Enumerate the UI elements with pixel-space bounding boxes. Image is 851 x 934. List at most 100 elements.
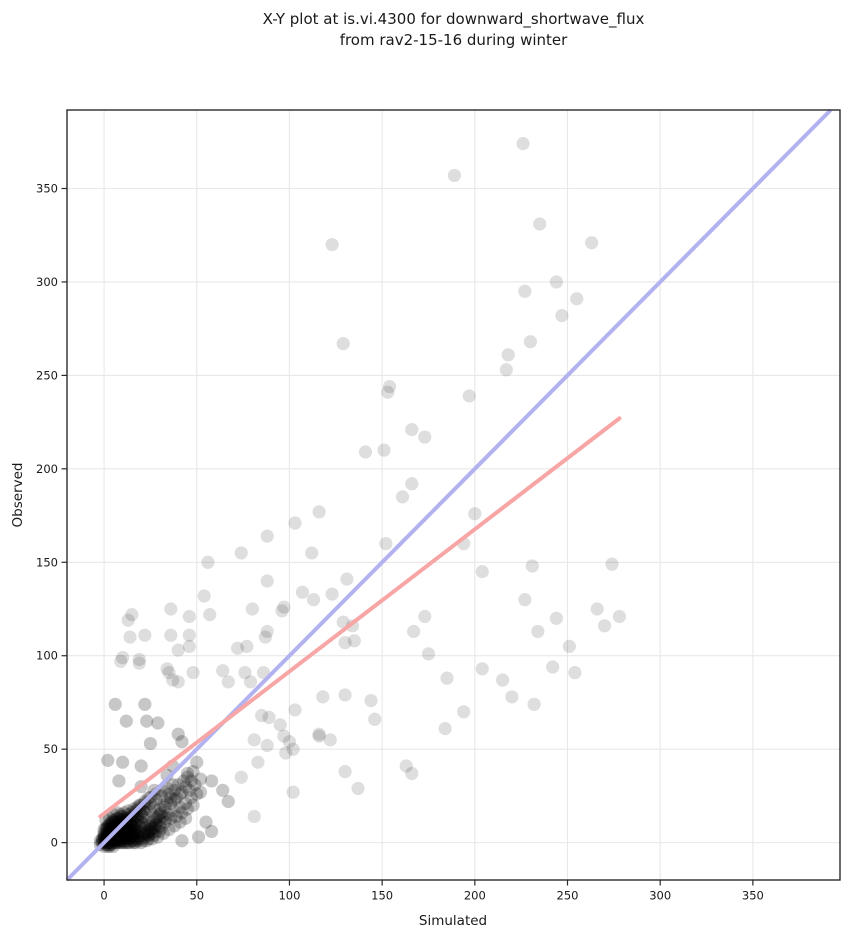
data-point — [162, 807, 176, 822]
data-point — [117, 832, 132, 846]
data-point — [149, 819, 163, 833]
data-point — [97, 839, 111, 853]
data-point — [140, 714, 154, 728]
x-axis-label: Simulated — [418, 913, 488, 929]
data-point — [405, 766, 419, 781]
data-point — [312, 729, 326, 743]
y-axis-label: Observed — [10, 462, 26, 528]
data-point — [117, 828, 132, 842]
data-point — [138, 821, 152, 835]
data-point — [110, 834, 124, 848]
data-point — [125, 828, 139, 842]
data-point — [162, 822, 176, 837]
y-tick-label: 250 — [36, 368, 58, 382]
data-point — [149, 787, 163, 801]
data-point — [130, 824, 145, 839]
data-point — [101, 753, 115, 767]
data-point — [160, 794, 174, 809]
data-point — [149, 811, 163, 825]
data-point — [140, 834, 154, 848]
data-point — [368, 712, 382, 726]
data-point — [605, 557, 619, 571]
data-point — [106, 839, 120, 853]
data-point — [164, 796, 178, 810]
data-point — [112, 824, 126, 839]
data-point — [141, 824, 156, 839]
data-point — [277, 600, 291, 614]
data-point — [121, 807, 135, 822]
data-point — [108, 813, 122, 827]
data-point — [531, 624, 545, 639]
data-point — [325, 237, 339, 252]
data-point — [128, 832, 143, 846]
data-point — [173, 800, 187, 814]
data-point — [612, 609, 627, 624]
data-point — [199, 815, 213, 829]
data-point — [182, 628, 196, 642]
data-point — [136, 828, 150, 842]
data-point — [438, 722, 452, 736]
data-point — [116, 834, 130, 848]
data-point — [171, 675, 185, 689]
data-point — [169, 791, 183, 805]
data-point — [136, 817, 150, 831]
data-point — [110, 819, 124, 833]
data-point — [156, 826, 170, 840]
data-point — [475, 565, 489, 579]
data-point — [230, 641, 245, 655]
data-point — [260, 624, 274, 639]
data-point — [103, 817, 117, 831]
data-point — [132, 656, 146, 670]
data-point — [164, 791, 178, 805]
data-point — [117, 819, 132, 833]
data-point — [166, 673, 180, 687]
data-point — [147, 800, 161, 814]
x-tick-label: 150 — [371, 889, 393, 903]
x-tick-label: 100 — [278, 889, 300, 903]
data-point — [358, 445, 373, 459]
data-point — [112, 774, 126, 788]
data-point — [108, 836, 122, 850]
data-point — [407, 624, 421, 639]
data-point — [295, 585, 310, 599]
data-point — [116, 821, 130, 835]
data-point — [101, 819, 115, 833]
data-point — [203, 608, 217, 622]
data-point — [338, 636, 352, 650]
data-point — [119, 836, 133, 850]
data-point — [288, 703, 302, 717]
data-point — [138, 628, 152, 642]
data-point — [243, 675, 258, 689]
data-point — [338, 688, 352, 702]
data-point — [164, 602, 178, 616]
data-point — [258, 630, 272, 644]
data-point — [143, 824, 158, 839]
data-point — [282, 735, 297, 749]
data-point — [169, 809, 183, 824]
data-point — [147, 821, 161, 835]
data-point — [110, 826, 124, 840]
data-point — [143, 804, 158, 818]
data-point — [103, 811, 117, 825]
data-point — [121, 826, 135, 840]
data-point — [125, 824, 139, 839]
data-point — [399, 759, 413, 773]
data-point — [245, 602, 259, 616]
data-point — [132, 830, 146, 844]
data-point — [158, 811, 172, 825]
data-point — [204, 774, 219, 788]
data-point — [167, 793, 182, 807]
data-point — [177, 774, 191, 788]
data-point — [247, 809, 261, 824]
data-point — [186, 665, 200, 680]
data-point — [141, 828, 156, 842]
data-point — [260, 529, 274, 543]
data-point — [125, 830, 139, 844]
data-point — [108, 697, 122, 711]
data-point — [145, 826, 159, 840]
data-point — [221, 675, 235, 689]
data-point — [154, 821, 169, 835]
data-point — [128, 822, 143, 837]
data-point — [121, 815, 135, 829]
